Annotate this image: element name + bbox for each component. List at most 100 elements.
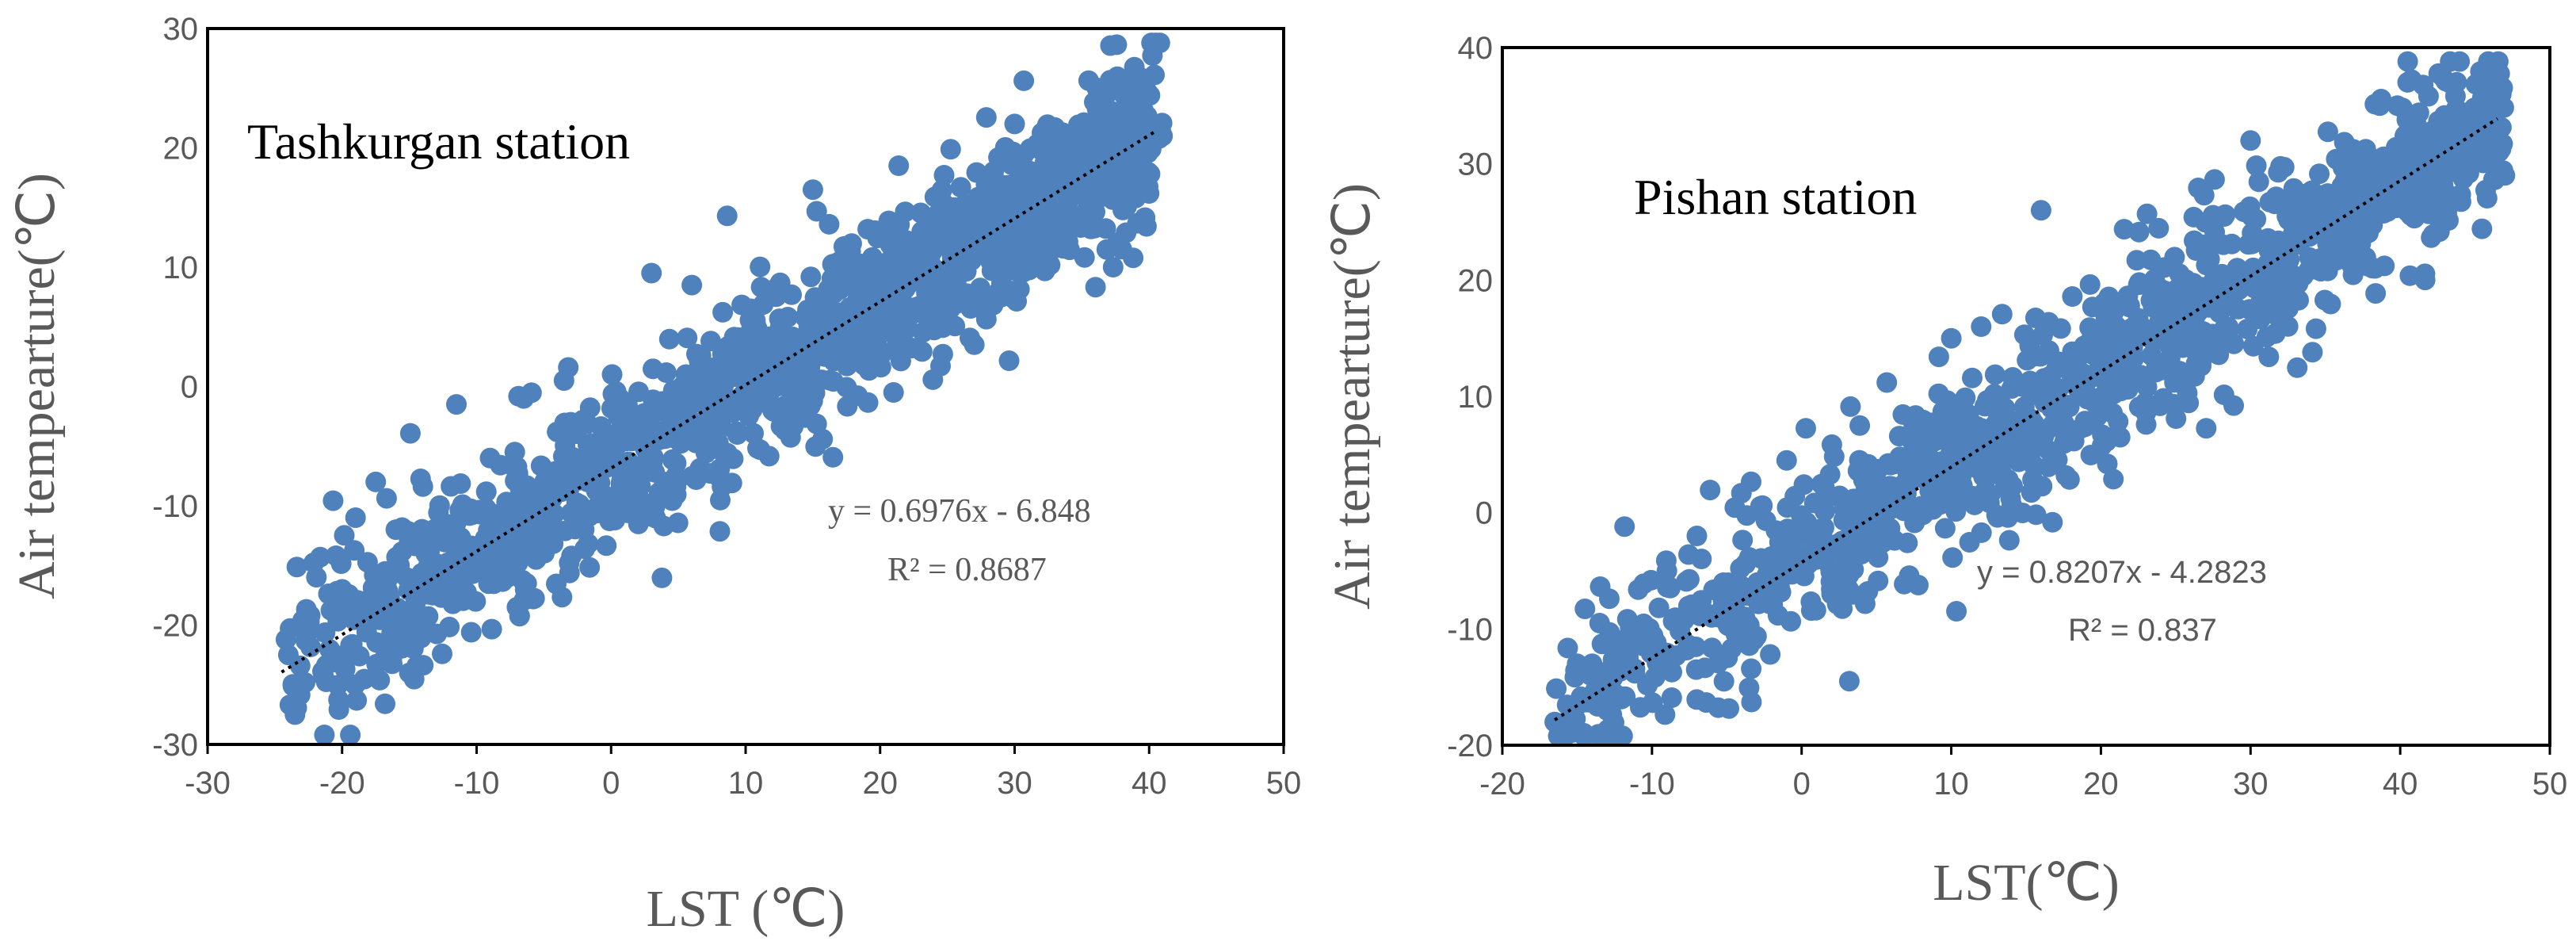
scatter-point [1876, 372, 1898, 393]
y-tick-label: -20 [152, 609, 198, 644]
scatter-point [376, 488, 397, 509]
trendline [280, 129, 1157, 674]
scatter-point [1899, 565, 1920, 587]
scatter-point [579, 557, 601, 578]
scatter-point [2257, 228, 2279, 249]
scatter-point [2449, 51, 2471, 72]
scatter-point [2421, 227, 2442, 248]
scatter-point [775, 395, 796, 416]
scatter-point [2317, 121, 2338, 143]
scatter-point [1984, 364, 2005, 385]
scatter-point [470, 535, 491, 557]
x-axis-title: LST(℃) [1933, 854, 2119, 912]
scatter-point [1058, 202, 1078, 224]
scatter-point [1086, 167, 1107, 189]
scatter-point [2239, 196, 2261, 217]
y-tick-label: -30 [152, 728, 198, 763]
scatter-point [2401, 69, 2422, 90]
scatter-point [560, 411, 582, 433]
scatter-point [2242, 335, 2264, 357]
x-tick-label: 30 [997, 766, 1032, 801]
scatter-point [2393, 180, 2414, 201]
scatter-point [2221, 233, 2242, 254]
scatter-point [853, 300, 875, 322]
scatter-point [2034, 392, 2055, 414]
scatter-point [1109, 106, 1131, 128]
scatter-point [665, 389, 686, 410]
scatter-point [750, 327, 772, 348]
y-tick-label: 10 [163, 251, 199, 285]
scatter-point [344, 540, 365, 561]
scatter-point [610, 476, 632, 498]
scatter-point [530, 455, 551, 476]
scatter-point [847, 385, 868, 407]
scatter-point [1849, 415, 1871, 436]
scatter-point [1078, 70, 1099, 91]
scatter-point [1868, 547, 1889, 568]
scatter-point [364, 606, 386, 626]
scatter-point [780, 427, 801, 448]
scatter-point [2226, 298, 2247, 319]
scatter-point [933, 165, 955, 186]
scatter-point [286, 557, 307, 578]
scatter-point [2181, 297, 2203, 318]
scatter-point [1975, 469, 1997, 490]
scatter-point [399, 662, 420, 683]
scatter-point [1627, 630, 1647, 651]
scatter-point [2075, 415, 2097, 437]
scatter-point [431, 581, 452, 603]
scatter-point [300, 605, 321, 626]
scatter-point [557, 480, 578, 501]
scatter-point [2068, 346, 2089, 367]
scatter-point [1051, 122, 1073, 143]
scatter-point [797, 396, 819, 418]
scatter-point [446, 394, 467, 415]
scatter-point [345, 674, 366, 695]
scatter-point [2353, 150, 2374, 171]
scatter-point [331, 579, 353, 600]
scatter-point [1107, 232, 1128, 254]
scatter-point [924, 186, 945, 208]
scatter-point [1904, 512, 1925, 534]
scatter-point [945, 316, 966, 337]
scatter-point [1868, 570, 1889, 591]
scatter-point [808, 305, 830, 327]
scatter-point [769, 272, 791, 293]
scatter-point [1082, 187, 1102, 208]
scatter-point [2119, 297, 2140, 318]
y-tick-label: -10 [1447, 612, 1493, 647]
scatter-point [964, 334, 985, 355]
scatter-point [1701, 606, 1723, 628]
scatter-point [314, 725, 335, 745]
scatter-point [1713, 671, 1735, 692]
scatter-point [2103, 469, 2124, 490]
scatter-point [2265, 186, 2287, 208]
scatter-point [655, 362, 677, 383]
y-tick-label: 20 [163, 132, 199, 166]
scatter-point [1971, 422, 1993, 443]
y-tick-label: -20 [1447, 729, 1493, 763]
scatter-point [2200, 234, 2221, 255]
scatter-point [819, 213, 840, 235]
scatter-point [1761, 546, 1782, 567]
y-tick-label: -10 [152, 489, 198, 524]
scatter-point [994, 258, 1014, 279]
scatter-point [2074, 377, 2096, 398]
scatter-point [467, 556, 488, 577]
x-tick-label: 40 [2383, 767, 2418, 802]
scatter-point [1934, 518, 1956, 539]
scatter-point [382, 618, 403, 640]
scatter-point [981, 202, 1002, 224]
scatter-point [450, 527, 471, 549]
scatter-point [1784, 522, 1806, 544]
scatter-point [1032, 122, 1052, 143]
scatter-point [1979, 453, 2000, 475]
scatter-point [867, 347, 887, 369]
scatter-point [2287, 357, 2308, 378]
scatter-point [888, 155, 910, 176]
scatter-point [2489, 63, 2510, 84]
x-tick-label: -10 [1629, 767, 1675, 802]
scatter-point [776, 368, 797, 389]
x-tick-labels: -20 -10 0 10 20 30 40 50 [1479, 745, 2567, 802]
scatter-point [1128, 145, 1150, 166]
